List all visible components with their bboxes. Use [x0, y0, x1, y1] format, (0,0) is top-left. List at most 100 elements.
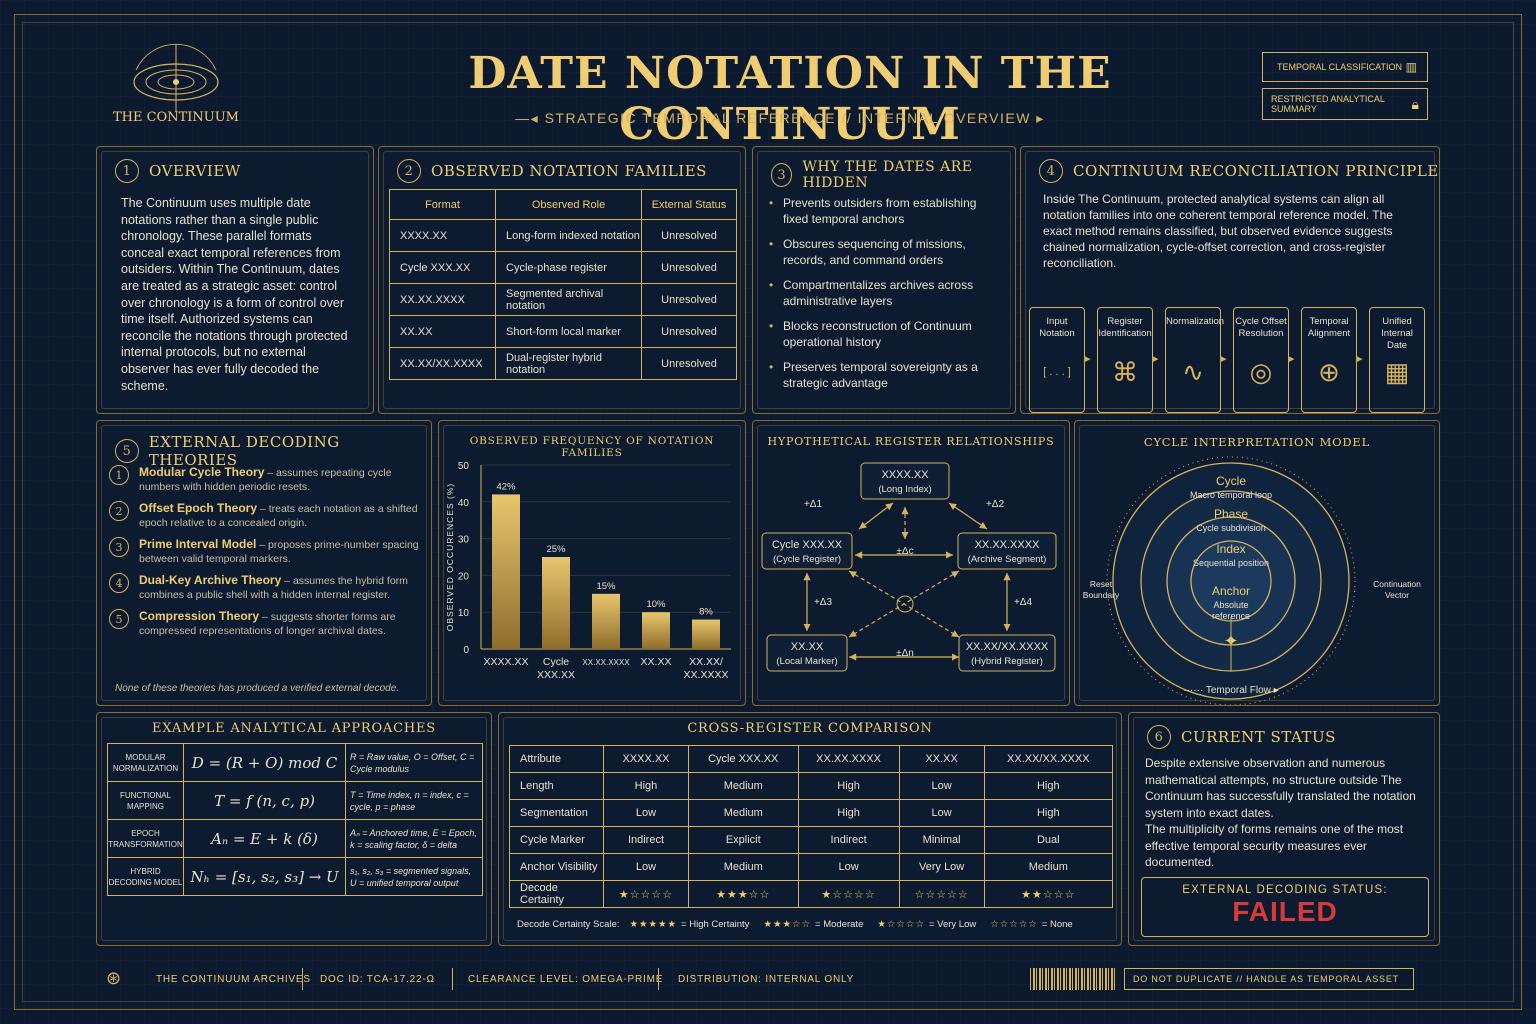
- register-node-desc: (Hybrid Register): [971, 656, 1043, 667]
- certainty-stars: ★☆☆☆☆: [797, 880, 900, 908]
- theory-name: Dual-Key Archive Theory: [139, 573, 282, 587]
- hidden-reason: Compartmentalizes archives across admini…: [769, 277, 1005, 309]
- families-cell: Unresolved: [641, 219, 737, 252]
- families-title: 2 OBSERVED NOTATION FAMILIES: [397, 159, 707, 183]
- register-link: [948, 502, 988, 530]
- hidden-list: Prevents outsiders from establishing fix…: [769, 195, 1005, 400]
- y-tick-label: 50: [458, 461, 470, 472]
- register-node-name: XXXX.XX: [881, 469, 929, 481]
- footer-logo-icon: ⊛: [106, 968, 122, 988]
- comparison-title: CROSS-REGISTER COMPARISON: [687, 721, 933, 736]
- comparison-cell: Indirect: [603, 826, 689, 854]
- overview-title: 1 OVERVIEW: [115, 159, 241, 183]
- cycle-panel: CYCLE INTERPRETATION MODEL Cycle Macro te…: [1074, 420, 1440, 706]
- comparison-table: Attribute XXXX.XX Cycle XXX.XX XX.XX.XXXX XX…: [509, 745, 1114, 908]
- step-arrow-icon: ▸: [1221, 353, 1227, 365]
- families-header: External Status: [641, 189, 737, 220]
- comparison-cell: Medium: [687, 799, 799, 827]
- continuum-logo-icon: [133, 44, 219, 112]
- bar-value-label: 10%: [646, 599, 666, 610]
- register-node-desc: (Long Index): [878, 484, 931, 495]
- decoding-status-box: EXTERNAL DECODING STATUS: FAILED: [1141, 877, 1429, 937]
- scale-text: = Moderate: [815, 919, 864, 930]
- chart-icon: ▥: [1405, 60, 1417, 74]
- theory-number: 1: [109, 465, 129, 485]
- ring-name: Cycle: [1216, 474, 1246, 488]
- hidden-reason: Obscures sequencing of missions, records…: [769, 236, 1005, 268]
- families-cell: Cycle-phase register: [495, 251, 642, 284]
- scale-text: = None: [1041, 919, 1073, 930]
- register-node: [958, 634, 1056, 672]
- classification-badge: TEMPORAL CLASSIFICATION ▥: [1262, 52, 1428, 82]
- comparison-cell: Medium: [687, 772, 799, 800]
- certainty-scale: Decode Certainty Scale: ★★★★★ = High Certa…: [517, 919, 1087, 930]
- badge-restricted-text: RESTRICTED ANALYTICAL SUMMARY: [1271, 94, 1385, 114]
- comparison-header: Cycle XXX.XX: [687, 745, 799, 773]
- continuation-label: Vector: [1385, 590, 1409, 600]
- comparison-cell: Segmentation: [509, 799, 604, 827]
- families-cell: Long-form indexed notation: [495, 219, 642, 252]
- families-row: XX.XX/XX.XXXX Dual-register hybrid notati…: [389, 347, 737, 380]
- hidden-reason: Blocks reconstruction of Continuum opera…: [769, 318, 1005, 350]
- theories-title-text: EXTERNAL DECODING THEORIES: [148, 433, 340, 469]
- families-cell: Unresolved: [641, 283, 737, 316]
- chart-title: OBSERVED FREQUENCY OF NOTATION FAMILIES: [469, 435, 715, 459]
- header: THE CONTINUUM DATE NOTATION IN THE CONTI…: [0, 0, 1536, 150]
- footer-divider: [658, 968, 659, 990]
- reconcile-step: Normalization ∿: [1165, 307, 1224, 413]
- x-tick-label: XXXX.XX: [484, 656, 529, 668]
- decoding-status-value: FAILED: [1232, 896, 1338, 927]
- families-cell: Segmented archival notation: [495, 283, 642, 316]
- theory-text: Dual-Key Archive Theory – assumes the hy…: [139, 573, 421, 602]
- comparison-cell: Low: [898, 799, 985, 827]
- logo-text: THE CONTINUUM: [112, 110, 239, 125]
- subtitle-arrow-right-icon: ▸: [1030, 110, 1045, 126]
- delta-label: +Δ3: [814, 597, 833, 608]
- reconcile-text: Inside The Continuum, protected analytic…: [1043, 192, 1393, 270]
- families-row: XX.XX Short-form local marker Unresolved: [389, 315, 737, 348]
- comparison-cell: Low: [898, 772, 985, 800]
- families-cell: XXXX.XX: [389, 219, 496, 252]
- comparison-header: XXXX.XX: [603, 745, 689, 773]
- fingerprint-icon: ⌘: [1112, 357, 1138, 387]
- outer-tick-ring: [1106, 456, 1356, 705]
- approach-row: EPOCH TRANSFORMATION Aₙ = E + k (δ) Aₙ = A…: [107, 819, 483, 858]
- bar: [492, 494, 520, 649]
- theories-title: 5 EXTERNAL DECODING THEORIES: [115, 433, 431, 469]
- certainty-stars: ★★☆☆☆: [983, 880, 1114, 908]
- approach-formula: Nₕ = [s₁, s₂, s₃] → U: [183, 857, 346, 896]
- approach-name: FUNCTIONAL MAPPING: [107, 781, 184, 820]
- bar-value-label: 42%: [496, 481, 516, 492]
- bar-value-label: 8%: [699, 607, 713, 618]
- approach-formula: T = f (n, c, p): [183, 781, 346, 820]
- reconcile-step-label: Register Identification: [1098, 316, 1152, 339]
- subtitle-arrow-left-icon: —◂: [515, 110, 545, 126]
- register-node-desc: (Local Marker): [776, 656, 837, 667]
- approach-row: FUNCTIONAL MAPPING T = f (n, c, p) T = Tim…: [107, 781, 483, 820]
- y-tick-label: 20: [458, 571, 470, 582]
- families-title-text: OBSERVED NOTATION FAMILIES: [431, 162, 707, 180]
- families-table: Format Observed Role External Status XXX…: [389, 189, 737, 380]
- theory-desc: – treats each notation as a shifted epoc…: [139, 503, 418, 529]
- comparison-cell: Very Low: [898, 853, 985, 881]
- section-number: 2: [397, 159, 421, 183]
- frequency-chart: 0 10 20 30 40 50 OBSERVED OCCURENCES (%) 42% XXX…: [445, 461, 731, 681]
- register-node-name: XX.XX.XXXX: [975, 539, 1040, 551]
- register-node: [957, 532, 1057, 570]
- cycle-diagram: Cycle Macro temporal loop Phase Cycle subdi…: [1083, 456, 1421, 705]
- theory-name: Compression Theory: [139, 609, 260, 623]
- registers-panel: HYPOTHETICAL REGISTER RELATIONSHIPS +Δ1 +…: [752, 420, 1070, 706]
- comparison-row: Length High Medium High Low High: [509, 772, 1114, 800]
- scale-text: = Very Low: [928, 919, 977, 930]
- status-text-2: The multiplicity of forms remains one of…: [1145, 822, 1404, 869]
- crosshair-icon: ⊕: [1318, 357, 1340, 387]
- families-cell: Unresolved: [641, 315, 737, 348]
- footer-archives: THE CONTINUUM ARCHIVES: [156, 974, 311, 985]
- y-tick-label: 30: [458, 535, 470, 546]
- comparison-cell: Low: [797, 853, 900, 881]
- certainty-row: Decode Certainty ★☆☆☆☆ ★★★☆☆ ★☆☆☆☆ ☆☆☆☆☆ ★★☆☆…: [509, 880, 1114, 908]
- x-tick-label: XX.XX.XXXX: [582, 658, 630, 667]
- comparison-header: XX.XX.XXXX: [797, 745, 900, 773]
- certainty-stars: ☆☆☆☆☆: [898, 880, 985, 908]
- y-axis-label: OBSERVED OCCURENCES (%): [445, 483, 455, 631]
